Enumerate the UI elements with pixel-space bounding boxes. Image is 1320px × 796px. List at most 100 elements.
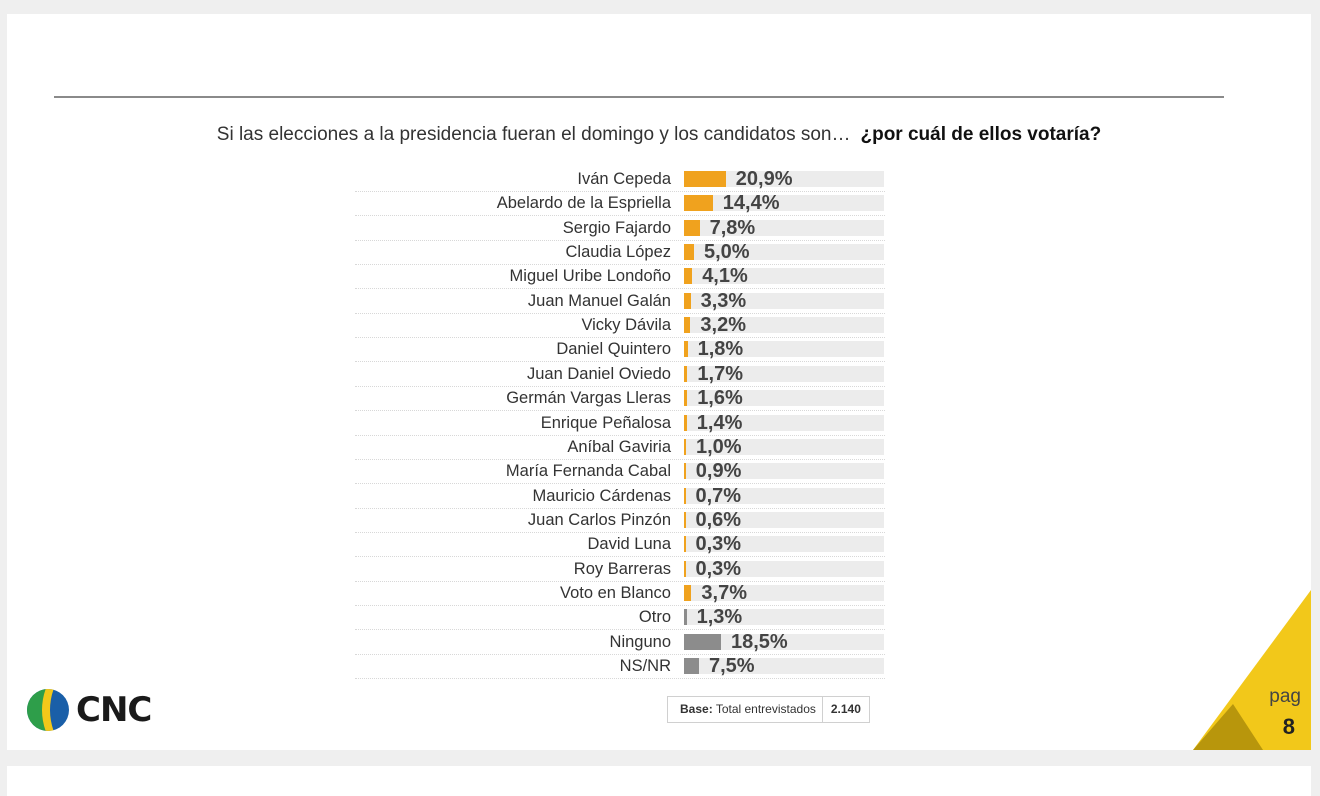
bar (684, 560, 686, 577)
value-label: 1,6% (697, 387, 743, 410)
bar-track (684, 487, 884, 504)
chart-row: Mauricio Cárdenas 0,7% (355, 484, 885, 509)
value-label: 0,7% (695, 484, 742, 507)
bar (684, 341, 688, 358)
bar (684, 414, 687, 431)
category-label: Otro (638, 608, 671, 627)
bar-track (684, 414, 884, 431)
value-label: 1,0% (696, 435, 742, 458)
category-label: Juan Manuel Galán (527, 291, 671, 310)
value-label: 0,3% (695, 557, 742, 580)
question-text: Si las elecciones a la presidencia fuera… (216, 124, 851, 145)
bar (684, 317, 691, 334)
chart-row: Abelardo de la Espriella 14,4% (355, 191, 885, 217)
header-rule (54, 96, 1224, 98)
category-label: María Fernanda Cabal (505, 462, 671, 481)
page-label: pag (1269, 686, 1301, 707)
bar-track (684, 536, 884, 553)
category-label: Iván Cepeda (577, 170, 671, 188)
category-label: Voto en Blanco (559, 583, 671, 602)
bar (684, 438, 686, 455)
chart-row: María Fernanda Cabal 0,9% (355, 459, 885, 485)
survey-question: Si las elecciones a la presidencia fuera… (7, 124, 1311, 146)
bar-track (684, 219, 884, 236)
next-slide-edge (7, 766, 1311, 796)
chart-row: Daniel Quintero 1,8% (355, 337, 885, 363)
bar-track (684, 609, 884, 626)
cnc-logo-icon (27, 689, 69, 731)
bar (684, 633, 721, 650)
bar-track (684, 633, 884, 650)
value-label: 3,7% (701, 581, 747, 604)
chart-row: Iván Cepeda 20,9% (355, 167, 885, 192)
bar (684, 292, 691, 309)
chart-row: Claudia López 5,0% (355, 240, 885, 266)
category-label: Daniel Quintero (556, 340, 671, 359)
chart-row: Roy Barreras 0,3% (355, 557, 885, 582)
bar (684, 390, 688, 407)
page-number: 8 (1282, 714, 1295, 739)
bar-track (684, 584, 884, 601)
category-label: Enrique Peñalosa (540, 413, 671, 432)
bar-track (684, 463, 884, 480)
bar (684, 244, 694, 261)
bar (684, 171, 726, 187)
value-label: 7,5% (709, 655, 755, 677)
chart-row: Aníbal Gaviria 1,0% (355, 435, 885, 460)
bar-track (684, 658, 884, 674)
category-label: Mauricio Cárdenas (532, 486, 671, 505)
category-label: Juan Daniel Oviedo (526, 364, 671, 383)
chart-row: Juan Carlos Pinzón 0,6% (355, 508, 885, 533)
bar-track (684, 244, 884, 261)
value-label: 0,6% (695, 508, 742, 531)
chart-row: Sergio Fajardo 7,8% (355, 216, 885, 241)
value-label: 1,4% (696, 411, 743, 434)
category-label: Vicky Dávila (581, 316, 671, 335)
bar (684, 365, 688, 382)
chart-row: Enrique Peñalosa 1,4% (355, 411, 885, 436)
bar (684, 511, 686, 528)
bar (684, 609, 687, 626)
category-label: Abelardo de la Espriella (496, 194, 671, 213)
cnc-logo: CNC (26, 688, 152, 732)
chart-row: NS/NR 7,5% (355, 654, 885, 679)
cnc-logo-text: CNC (76, 690, 152, 730)
base-box: Base: Total entrevistados 2.140 (667, 696, 870, 723)
bar-track (684, 511, 884, 528)
chart-row: Juan Daniel Oviedo 1,7% (355, 362, 885, 387)
chart-row: Otro 1,3% (355, 605, 885, 631)
chart-row: Voto en Blanco 3,7% (355, 581, 885, 606)
chart-row: Ninguno 18,5% (355, 630, 885, 655)
bar-track (684, 292, 884, 309)
bar-track (684, 438, 884, 455)
value-label: 1,3% (696, 606, 743, 629)
question-bold-text: ¿por cuál de ellos votaría? (860, 124, 1102, 145)
vote-intention-chart: Iván Cepeda 20,9% Abelardo de la Espriella… (355, 167, 885, 679)
category-label: Aníbal Gaviria (567, 437, 671, 456)
value-label: 5,0% (704, 241, 750, 264)
bar-track (684, 390, 884, 407)
category-label: Juan Carlos Pinzón (527, 510, 671, 529)
chart-row: Germán Vargas Lleras 1,6% (355, 386, 885, 412)
bar (684, 195, 713, 212)
value-label: 20,9% (735, 168, 793, 190)
category-label: Germán Vargas Lleras (506, 389, 671, 408)
base-value: 2.140 (830, 702, 861, 716)
category-label: Ninguno (609, 632, 671, 651)
value-label: 1,7% (697, 362, 743, 385)
bar-track (684, 195, 884, 212)
category-label: Sergio Fajardo (562, 218, 671, 237)
value-label: 4,1% (702, 265, 748, 288)
value-label: 7,8% (709, 216, 756, 239)
base-label-bold: Base: (680, 702, 713, 716)
chart-row: Vicky Dávila 3,2% (355, 313, 885, 339)
bar (684, 584, 692, 601)
chart-row: Miguel Uribe Londoño 4,1% (355, 264, 885, 290)
bar (684, 219, 700, 236)
bar-track (684, 341, 884, 358)
bar-track (684, 268, 884, 285)
bar (684, 658, 699, 674)
value-label: 0,9% (695, 460, 742, 483)
value-label: 14,4% (722, 192, 780, 215)
value-label: 3,3% (700, 289, 747, 312)
